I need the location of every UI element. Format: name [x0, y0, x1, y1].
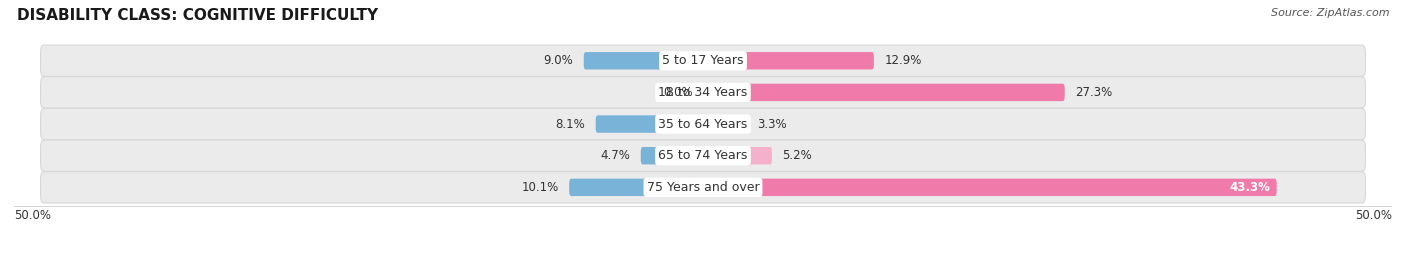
Text: 4.7%: 4.7% — [600, 149, 630, 162]
Text: 8.1%: 8.1% — [555, 118, 585, 130]
Text: 27.3%: 27.3% — [1076, 86, 1112, 99]
FancyBboxPatch shape — [703, 84, 749, 101]
Text: 5.2%: 5.2% — [783, 149, 813, 162]
Text: 75 Years and over: 75 Years and over — [647, 181, 759, 194]
FancyBboxPatch shape — [596, 115, 703, 133]
Text: 5 to 17 Years: 5 to 17 Years — [662, 54, 744, 67]
FancyBboxPatch shape — [703, 52, 875, 69]
Text: 10.1%: 10.1% — [522, 181, 558, 194]
FancyBboxPatch shape — [703, 147, 772, 164]
FancyBboxPatch shape — [703, 84, 1064, 101]
FancyBboxPatch shape — [569, 179, 703, 196]
Text: DISABILITY CLASS: COGNITIVE DIFFICULTY: DISABILITY CLASS: COGNITIVE DIFFICULTY — [17, 8, 378, 23]
Text: 50.0%: 50.0% — [1355, 209, 1392, 222]
FancyBboxPatch shape — [41, 77, 1365, 108]
FancyBboxPatch shape — [583, 52, 703, 69]
Text: 9.0%: 9.0% — [543, 54, 574, 67]
Text: 50.0%: 50.0% — [14, 209, 51, 222]
Text: 3.3%: 3.3% — [758, 118, 787, 130]
Text: 35 to 64 Years: 35 to 64 Years — [658, 118, 748, 130]
Text: 65 to 74 Years: 65 to 74 Years — [658, 149, 748, 162]
Text: 18 to 34 Years: 18 to 34 Years — [658, 86, 748, 99]
Text: 43.3%: 43.3% — [1229, 181, 1270, 194]
Text: Source: ZipAtlas.com: Source: ZipAtlas.com — [1271, 8, 1389, 18]
Text: 0.0%: 0.0% — [662, 86, 692, 99]
FancyBboxPatch shape — [41, 108, 1365, 140]
Text: 12.9%: 12.9% — [884, 54, 922, 67]
FancyBboxPatch shape — [703, 115, 747, 133]
FancyBboxPatch shape — [641, 147, 703, 164]
FancyBboxPatch shape — [41, 172, 1365, 203]
FancyBboxPatch shape — [703, 179, 1277, 196]
FancyBboxPatch shape — [41, 140, 1365, 171]
FancyBboxPatch shape — [41, 45, 1365, 76]
